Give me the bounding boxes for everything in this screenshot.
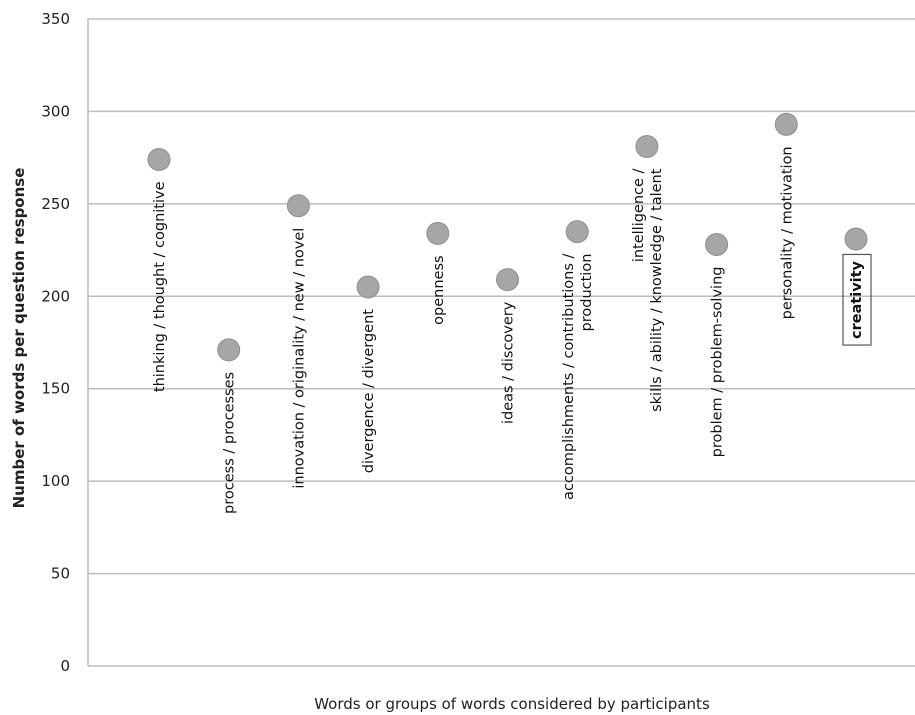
data-point xyxy=(147,147,171,171)
data-point xyxy=(844,227,868,251)
y-tick-label: 50 xyxy=(51,565,70,583)
category-label: ideas / discovery xyxy=(501,301,517,424)
data-point xyxy=(496,268,519,292)
highlight-box xyxy=(842,253,872,346)
y-tick-label: 300 xyxy=(41,102,70,120)
category-label-line: process / processes xyxy=(222,372,238,514)
category-label: personality / motivation xyxy=(779,146,795,319)
data-point xyxy=(286,194,310,218)
y-axis-ticks: 0 50 100 150 200 250 300 350 xyxy=(41,10,70,675)
category-label-line: creativity xyxy=(849,260,865,339)
category-label: problem / problem-solving xyxy=(710,267,726,458)
category-label-line: accomplishments / contributions / xyxy=(561,253,577,499)
category-label: process / processes xyxy=(222,372,238,514)
data-point xyxy=(565,220,589,244)
category-label-line: personality / motivation xyxy=(779,146,795,319)
category-label-line: ideas / discovery xyxy=(501,301,517,424)
category-label: intelligence / skills / ability / knowled… xyxy=(631,168,665,412)
category-label-line: production xyxy=(579,254,595,332)
category-label-line: problem / problem-solving xyxy=(710,267,726,458)
data-point xyxy=(774,112,798,136)
category-label: innovation / originality / new / novel xyxy=(291,228,307,489)
data-point xyxy=(705,233,729,257)
y-tick-label: 100 xyxy=(41,472,70,490)
category-label: divergence / divergent xyxy=(361,309,377,474)
category-label: thinking / thought / cognitive xyxy=(152,181,168,392)
category-label-line: skills / ability / knowledge / talent xyxy=(649,168,665,412)
category-label-line: innovation / originality / new / novel xyxy=(291,228,307,489)
category-label-line: divergence / divergent xyxy=(361,309,377,474)
y-tick-label: 200 xyxy=(41,287,70,305)
category-label-line: openness xyxy=(431,255,447,324)
data-points xyxy=(147,112,868,362)
category-label-line: intelligence / xyxy=(631,168,647,262)
data-point xyxy=(426,221,450,245)
data-point xyxy=(635,135,659,159)
category-label-line: thinking / thought / cognitive xyxy=(152,181,168,392)
y-tick-label: 0 xyxy=(60,657,70,675)
category-label: openness xyxy=(431,255,447,324)
y-tick-label: 250 xyxy=(41,195,70,213)
x-axis-title: Words or groups of words considered by p… xyxy=(314,695,710,713)
y-axis-title: Number of words per question response xyxy=(10,168,28,509)
category-label: accomplishments / contributions / product… xyxy=(561,253,595,499)
data-point xyxy=(217,338,241,362)
category-labels: thinking / thought / cognitive process / … xyxy=(152,146,872,514)
y-tick-label: 350 xyxy=(41,10,70,28)
category-label: creativity xyxy=(842,253,872,346)
y-tick-label: 150 xyxy=(41,380,70,398)
gridlines xyxy=(88,18,915,667)
data-point xyxy=(356,275,380,299)
